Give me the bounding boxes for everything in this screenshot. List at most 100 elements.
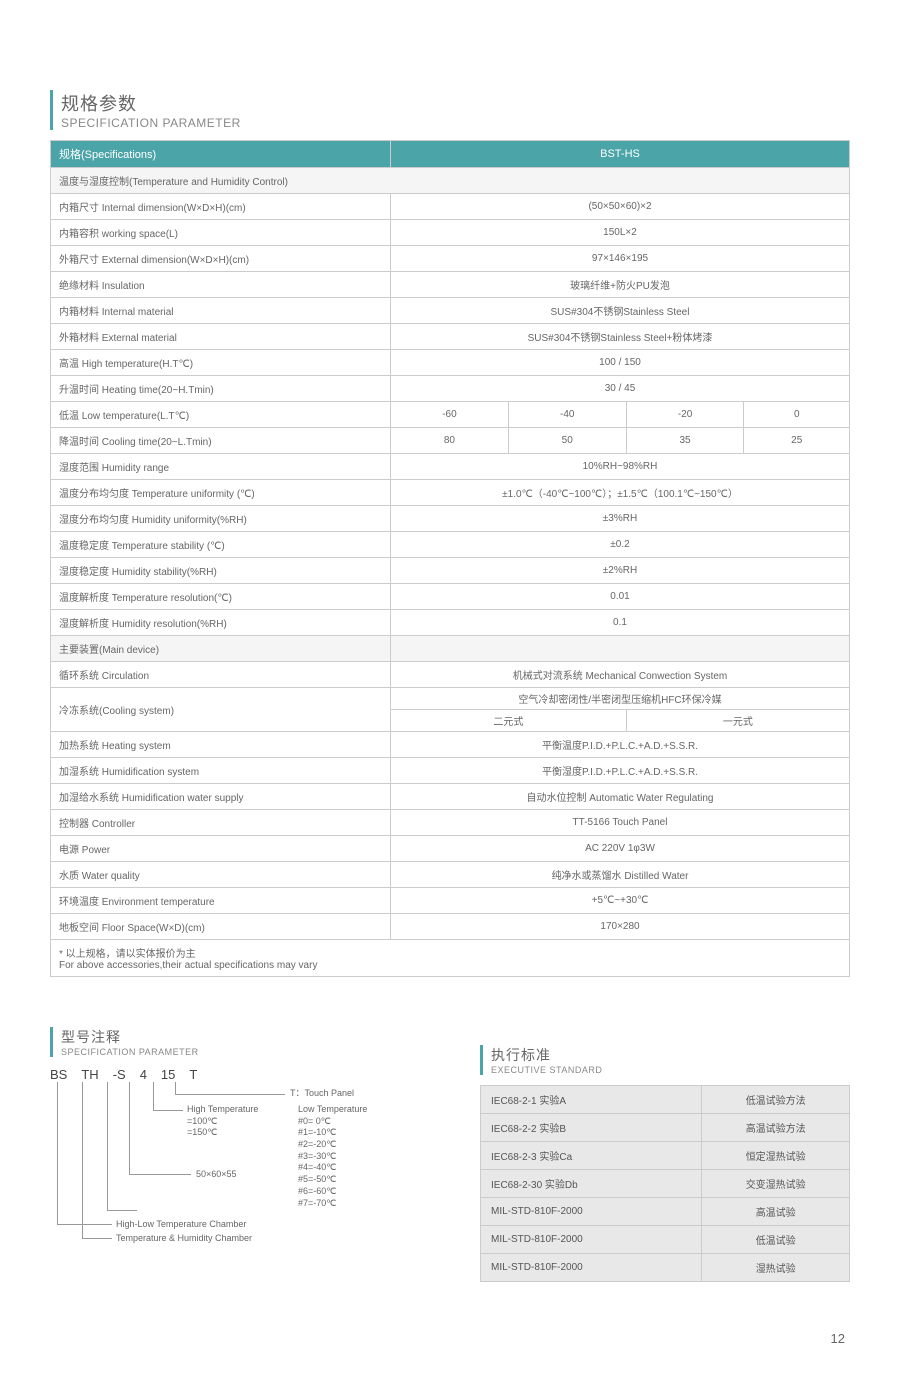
label-lt7: #7=-70℃ [298,1198,367,1210]
std-key: MIL-STD-810F-2000 [481,1198,702,1226]
spec-label: 内箱容积 working space(L) [51,220,391,246]
code-p5: 15 [161,1067,175,1082]
std-title-cn: 执行标准 [491,1045,850,1065]
standards-table: IEC68-2-1 实验A低温试验方法IEC68-2-2 实验B高温试验方法IE… [480,1085,850,1282]
spec-title-cn: 规格参数 [61,90,850,116]
spec-label: 温度分布均匀度 Temperature uniformity (℃) [51,480,391,506]
cooling-sys-label: 冷冻系统(Cooling system) [51,688,391,732]
spec-value: TT-5166 Touch Panel [391,810,850,836]
spec-value: +5℃~+30℃ [391,888,850,914]
low-temp-label: 低温 Low temperature(L.T℃) [51,402,391,428]
spec-label: 内箱材料 Internal material [51,298,391,324]
std-title-en: EXECUTIVE STANDARD [491,1065,850,1075]
spec-label: 加热系统 Heating system [51,732,391,758]
label-lt4: #4=-40℃ [298,1162,367,1174]
spec-label: 加湿给水系统 Humidification water supply [51,784,391,810]
spec-value: 150L×2 [391,220,850,246]
header-spec: 规格(Specifications) [51,141,391,168]
label-lt0: #0= 0℃ [298,1116,367,1128]
spec-value: 平衡湿度P.I.D.+P.L.C.+A.D.+S.S.R. [391,758,850,784]
spec-label: 湿度稳定度 Humidity stability(%RH) [51,558,391,584]
spec-value: SUS#304不锈钢Stainless Steel [391,298,850,324]
label-lowtemp-title: Low Temperature [298,1104,367,1116]
spec-note: * 以上规格，请以实体报价为主 For above accessories,th… [51,940,850,977]
spec-label: 温度解析度 Temperature resolution(℃) [51,584,391,610]
code-p3: -S [113,1067,126,1082]
model-title-en: SPECIFICATION PARAMETER [61,1047,450,1057]
spec-label: 控制器 Controller [51,810,391,836]
cooling-sys-val2a: 二元式 [391,710,627,732]
std-key: IEC68-2-1 实验A [481,1086,702,1114]
label-lt5: #5=-50℃ [298,1174,367,1186]
label-dim: 50×60×55 [196,1169,237,1181]
spec-label: 外箱材料 External material [51,324,391,350]
spec-value: 170×280 [391,914,850,940]
label-th: Temperature & Humidity Chamber [116,1233,252,1245]
spec-title: 规格参数 SPECIFICATION PARAMETER [50,90,850,130]
code-p4: 4 [140,1067,147,1082]
std-key: IEC68-2-30 实验Db [481,1170,702,1198]
cooling-val: 50 [508,428,626,454]
spec-label: 湿度范围 Humidity range [51,454,391,480]
spec-label: 湿度分布均匀度 Humidity uniformity(%RH) [51,506,391,532]
cooling-sys-val1: 空气冷却密闭性/半密闭型压缩机HFC环保冷媒 [391,688,850,710]
spec-label: 绝缘材料 Insulation [51,272,391,298]
cooling-sys-val2b: 一元式 [626,710,849,732]
spec-label: 电源 Power [51,836,391,862]
spec-value: ±2%RH [391,558,850,584]
spec-label: 地板空间 Floor Space(W×D)(cm) [51,914,391,940]
spec-label: 温度稳定度 Temperature stability (℃) [51,532,391,558]
low-temp-val: -60 [391,402,509,428]
spec-value: 30 / 45 [391,376,850,402]
spec-value: 平衡温度P.I.D.+P.L.C.+A.D.+S.S.R. [391,732,850,758]
std-val: 交变湿热试验 [702,1170,850,1198]
std-key: MIL-STD-810F-2000 [481,1254,702,1282]
model-diagram: BS TH -S 4 15 T [50,1067,430,1267]
spec-value: AC 220V 1φ3W [391,836,850,862]
label-lt6: #6=-60℃ [298,1186,367,1198]
spec-value: 0.1 [391,610,850,636]
spec-value: 自动水位控制 Automatic Water Regulating [391,784,850,810]
spec-label: 湿度解析度 Humidity resolution(%RH) [51,610,391,636]
std-val: 高温试验方法 [702,1114,850,1142]
spec-value: 玻璃纤维+防火PU发泡 [391,272,850,298]
spec-value: 0.01 [391,584,850,610]
spec-value: 纯净水或蒸馏水 Distilled Water [391,862,850,888]
spec-label: 环境温度 Environment temperature [51,888,391,914]
spec-value: ±0.2 [391,532,850,558]
code-p6: T [189,1067,197,1082]
label-hl: High-Low Temperature Chamber [116,1219,246,1231]
std-val: 低温试验 [702,1226,850,1254]
model-title-cn: 型号注释 [61,1027,450,1047]
spec-value: 100 / 150 [391,350,850,376]
empty-cell [391,636,850,662]
note-cn: * 以上规格，请以实体报价为主 [59,949,196,960]
spec-value: ±3%RH [391,506,850,532]
group-main-device: 主要装置(Main device) [51,636,391,662]
spec-title-en: SPECIFICATION PARAMETER [61,116,850,130]
label-hightemp3: =150℃ [187,1127,258,1139]
cooling-val: 80 [391,428,509,454]
low-temp-val: -40 [508,402,626,428]
std-val: 低温试验方法 [702,1086,850,1114]
std-title: 执行标准 EXECUTIVE STANDARD [480,1045,850,1075]
spec-label: 水质 Water quality [51,862,391,888]
spec-value: 10%RH~98%RH [391,454,850,480]
label-touch: T：Touch Panel [290,1088,354,1100]
spec-table: 规格(Specifications) BST-HS 温度与湿度控制(Temper… [50,140,850,977]
low-temp-val: 0 [744,402,850,428]
header-model: BST-HS [391,141,850,168]
spec-value: 97×146×195 [391,246,850,272]
cooling-val: 35 [626,428,744,454]
low-temp-val: -20 [626,402,744,428]
circulation-val: 机械式对流系统 Mechanical Conwection System [391,662,850,688]
spec-label: 外箱尺寸 External dimension(W×D×H)(cm) [51,246,391,272]
note-en: For above accessories,their actual speci… [59,960,317,971]
spec-value: ±1.0℃（-40℃~100℃）；±1.5℃（100.1℃~150℃） [391,480,850,506]
std-val: 恒定湿热试验 [702,1142,850,1170]
std-key: IEC68-2-2 实验B [481,1114,702,1142]
label-lt1: #1=-10℃ [298,1127,367,1139]
label-hightemp2: =100℃ [187,1116,258,1128]
cooling-label: 降温时间 Cooling time(20~L.Tmin) [51,428,391,454]
std-key: IEC68-2-3 实验Ca [481,1142,702,1170]
